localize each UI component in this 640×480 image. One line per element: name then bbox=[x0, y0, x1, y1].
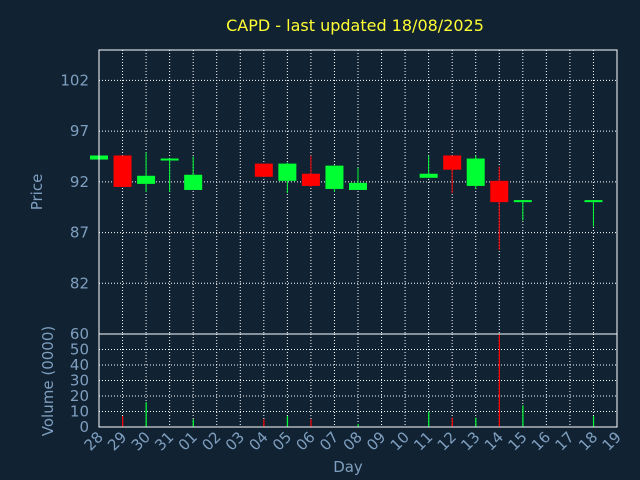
candle-body bbox=[584, 200, 603, 203]
volume-bar bbox=[428, 411, 430, 427]
candle-body bbox=[301, 173, 320, 186]
x-tick-label: 14 bbox=[481, 428, 507, 454]
x-tick-label: 17 bbox=[552, 428, 578, 454]
volume-bar bbox=[263, 419, 265, 427]
price-tick-label: 87 bbox=[70, 224, 89, 242]
x-tick-label: 08 bbox=[340, 428, 366, 454]
x-tick-label: 12 bbox=[434, 428, 460, 454]
candle-body bbox=[184, 174, 203, 190]
volume-bar bbox=[122, 416, 124, 427]
volume-tick-label: 50 bbox=[70, 341, 89, 359]
candle-body bbox=[325, 165, 344, 189]
volume-tick-label: 10 bbox=[70, 403, 89, 421]
volume-frame bbox=[98, 333, 618, 428]
x-axis-label: Day bbox=[333, 458, 363, 476]
x-tick-label: 16 bbox=[528, 428, 554, 454]
volume-bar bbox=[475, 417, 477, 427]
candle-body bbox=[490, 180, 509, 203]
candle-body bbox=[419, 173, 438, 178]
x-tick-label: 07 bbox=[316, 428, 342, 454]
price-tick-label: 92 bbox=[70, 173, 89, 191]
candle-body bbox=[160, 158, 179, 161]
x-tick-label: 11 bbox=[410, 428, 436, 454]
x-tick-label: 15 bbox=[504, 428, 530, 454]
price-axis-label: Price bbox=[28, 174, 46, 211]
x-tick-label: 31 bbox=[151, 428, 177, 454]
volume-bar bbox=[357, 423, 359, 427]
volume-bar bbox=[498, 334, 500, 427]
x-tick-label: 01 bbox=[175, 428, 201, 454]
x-tick-label: 19 bbox=[599, 428, 625, 454]
volume-bar bbox=[592, 416, 595, 427]
price-panel: 82 87 92 97 102 bbox=[60, 49, 618, 335]
candle-body bbox=[466, 158, 485, 186]
candle-body bbox=[278, 163, 297, 181]
x-tick-label: 06 bbox=[293, 428, 319, 454]
candle-body bbox=[113, 155, 132, 187]
x-tick-label: 29 bbox=[104, 428, 130, 454]
candle-body bbox=[137, 175, 156, 184]
chart-title: CAPD - last updated 18/08/2025 bbox=[226, 16, 484, 35]
volume-bar bbox=[192, 419, 194, 427]
x-tick-label: 05 bbox=[269, 428, 295, 454]
x-tick-label: 02 bbox=[198, 428, 224, 454]
volume-tick-label: 40 bbox=[70, 356, 89, 374]
volume-bar bbox=[145, 402, 147, 427]
volume-tick-label: 30 bbox=[70, 372, 89, 390]
x-tick-label: 04 bbox=[245, 428, 271, 454]
x-tick-label: 18 bbox=[575, 428, 601, 454]
volume-bar bbox=[310, 419, 312, 427]
volume-tick-label: 20 bbox=[70, 387, 89, 405]
volume-bar bbox=[522, 405, 524, 427]
volume-tick-label: 60 bbox=[70, 325, 89, 343]
candle-body bbox=[513, 200, 532, 203]
x-tick-label: 09 bbox=[363, 428, 389, 454]
candle-body bbox=[443, 155, 462, 170]
price-tick-label: 97 bbox=[70, 122, 89, 140]
volume-bar bbox=[451, 417, 453, 427]
x-tick-label: 13 bbox=[457, 428, 483, 454]
candle-body bbox=[254, 163, 273, 177]
volume-tick-label: 0 bbox=[79, 418, 89, 436]
x-tick-label: 10 bbox=[387, 428, 413, 454]
x-tick-label: 03 bbox=[222, 428, 248, 454]
volume-axis-label: Volume (0000) bbox=[39, 326, 57, 436]
x-tick-label: 30 bbox=[128, 428, 154, 454]
volume-bar bbox=[286, 416, 289, 427]
price-tick-label: 102 bbox=[60, 71, 89, 89]
price-tick-label: 82 bbox=[70, 274, 89, 292]
candle-body bbox=[349, 182, 367, 190]
